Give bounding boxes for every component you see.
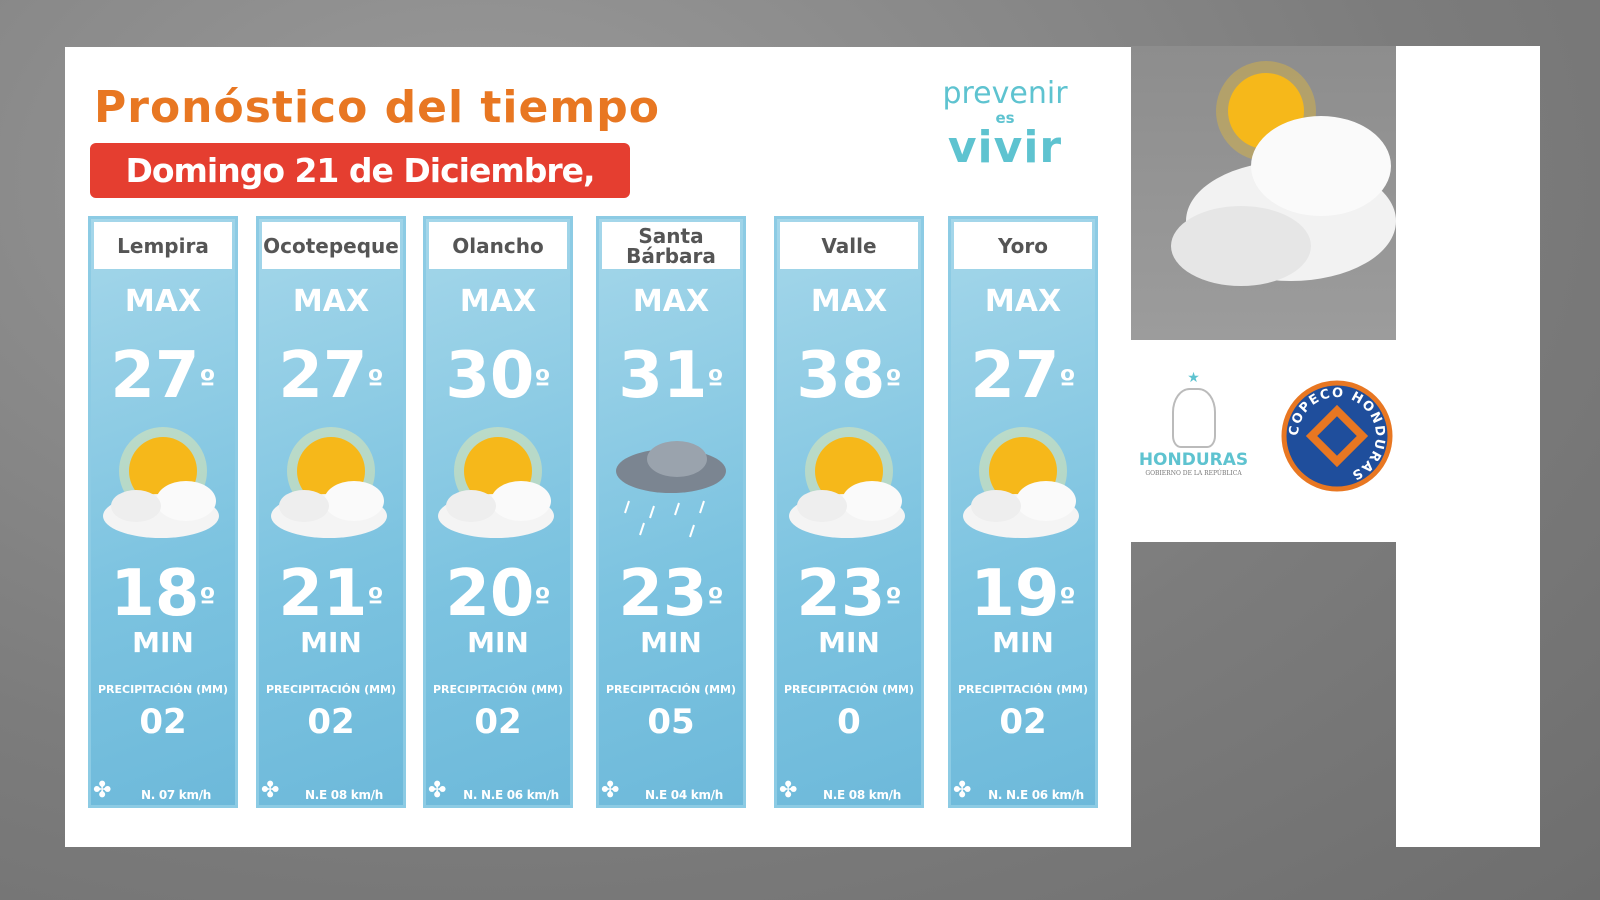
brand-line-1: prevenir [942,76,1068,111]
coat-of-arms-icon [1171,388,1216,448]
precip-label: PRECIPITACIÓN (MM) [432,683,564,696]
sun-cloud-icon [963,427,1079,538]
min-temp: 18º [110,557,216,631]
rain-cloud-icon [616,441,726,538]
precip-value: 0 [837,702,861,742]
city-name: Santa Bárbara [602,222,740,269]
copeco-logo: COPECO HONDURAS [1281,380,1393,492]
min-label: MIN [132,626,194,659]
max-temp: 30º [445,339,551,413]
sun-cloud-icon [789,427,905,538]
weather-illustration [1131,46,1396,340]
precip-value: 02 [307,702,355,742]
star-icon: ★ [1187,370,1200,386]
wind-value: N.E 08 km/h [305,788,383,802]
sun-cloud-icon [271,427,387,538]
wind-icon: ✤ [601,778,620,803]
city-name: Lempira [94,222,232,269]
wind-value: N.E 08 km/h [823,788,901,802]
min-temp: 20º [445,557,551,631]
max-temp: 27º [970,339,1076,413]
city-name: Yoro [954,222,1092,269]
max-label: MAX [810,284,888,319]
wind-value: N. N.E 06 km/h [988,788,1084,802]
city-card: Santa Bárbara MAX 31º 23º MIN PRECIPITAC… [596,216,746,808]
min-temp: 21º [278,557,384,631]
max-temp: 27º [278,339,384,413]
wind-icon: ✤ [953,778,972,803]
precip-value: 05 [647,702,695,742]
min-label: MIN [300,626,362,659]
city-name: Olancho [429,222,567,269]
wind-value: N.E 04 km/h [645,788,723,802]
max-label: MAX [292,284,370,319]
max-label: MAX [124,284,202,319]
weather-icon [951,421,1095,551]
brand-line-2: es [995,109,1015,127]
city-name: Valle [780,222,918,269]
city-card: Olancho MAX 30º 20º MIN PRECIPITACIÓN (M… [423,216,573,808]
max-label: MAX [984,284,1062,319]
precip-label: PRECIPITACIÓN (MM) [265,683,397,696]
min-label: MIN [818,626,880,659]
logos-area: ★ HONDURAS GOBIERNO DE LA REPÚBLICA COPE… [1131,340,1396,542]
date-banner: Domingo 21 de Diciembre, 2025 [90,143,630,245]
right-strip [1396,46,1540,847]
wind-value: N. N.E 06 km/h [463,788,559,802]
honduras-wordmark: HONDURAS [1138,450,1249,470]
city-card: Yoro MAX 27º 19º MIN PRECIPITACIÓN (MM) … [948,216,1098,808]
precip-label: PRECIPITACIÓN (MM) [957,683,1089,696]
weather-icon [259,421,403,551]
sun-cloud-icon [103,427,219,538]
city-card: Valle MAX 38º 23º MIN PRECIPITACIÓN (MM)… [774,216,924,808]
brand-line-3: vivir [947,122,1063,173]
weather-icon [777,421,921,551]
min-label: MIN [467,626,529,659]
city-card: Lempira MAX 27º 18º MIN PRECIPITACIÓN (M… [88,216,238,808]
wind-icon: ✤ [428,778,447,803]
honduras-subtitle: GOBIERNO DE LA REPÚBLICA [1145,470,1242,477]
weather-icon [599,421,743,551]
min-temp: 23º [796,557,902,631]
max-temp: 27º [110,339,216,413]
city-name: Ocotepeque [262,222,400,269]
precip-value: 02 [139,702,187,742]
precip-value: 02 [999,702,1047,742]
sun-cloud-icon [1171,61,1396,286]
precip-label: PRECIPITACIÓN (MM) [783,683,915,696]
precip-label: PRECIPITACIÓN (MM) [97,683,229,696]
min-label: MIN [992,626,1054,659]
wind-icon: ✤ [779,778,798,803]
max-temp: 38º [796,339,902,413]
honduras-logo: ★ HONDURAS GOBIERNO DE LA REPÚBLICA [1131,370,1256,477]
max-label: MAX [459,284,537,319]
min-label: MIN [640,626,702,659]
weather-icon [91,421,235,551]
page-title: Pronóstico del tiempo [94,82,660,133]
wind-value: N. 07 km/h [140,788,212,802]
wind-icon: ✤ [93,778,112,803]
weather-icon [426,421,570,551]
city-card: Ocotepeque MAX 27º 21º MIN PRECIPITACIÓN… [256,216,406,808]
wind-icon: ✤ [261,778,280,803]
precip-label: PRECIPITACIÓN (MM) [605,683,737,696]
max-label: MAX [632,284,710,319]
min-temp: 23º [618,557,724,631]
min-temp: 19º [970,557,1076,631]
precip-value: 02 [474,702,522,742]
max-temp: 31º [618,339,724,413]
prevenir-es-vivir-logo: prevenir es vivir [930,78,1080,170]
sun-cloud-icon [438,427,554,538]
